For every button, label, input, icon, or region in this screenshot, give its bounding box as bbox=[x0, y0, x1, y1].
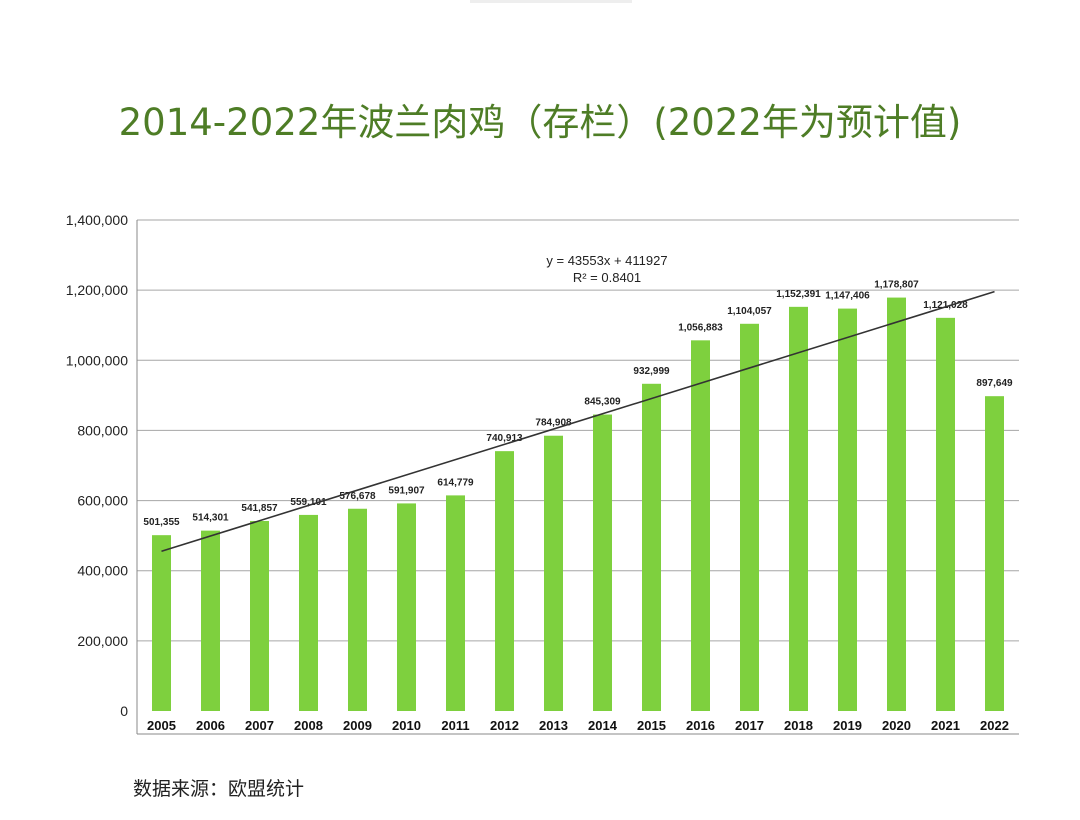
x-tick-label: 2008 bbox=[294, 718, 323, 733]
x-tick-label: 2019 bbox=[833, 718, 862, 733]
x-tick-label: 2009 bbox=[343, 718, 372, 733]
bar bbox=[593, 414, 612, 711]
y-tick-label: 1,200,000 bbox=[66, 282, 128, 298]
x-tick-label: 2015 bbox=[637, 718, 666, 733]
x-tick-label: 2012 bbox=[490, 718, 519, 733]
bar bbox=[544, 435, 563, 711]
bar-data-label: 501,355 bbox=[143, 517, 180, 528]
bar bbox=[985, 396, 1004, 711]
x-tick-label: 2013 bbox=[539, 718, 568, 733]
bar-data-label: 576,678 bbox=[339, 491, 376, 502]
trendline-r-squared: R² = 0.8401 bbox=[573, 270, 641, 285]
x-tick-label: 2006 bbox=[196, 718, 225, 733]
x-tick-label: 2007 bbox=[245, 718, 274, 733]
x-tick-label: 2011 bbox=[441, 718, 469, 733]
y-tick-label: 400,000 bbox=[77, 563, 128, 579]
x-tick-label: 2020 bbox=[882, 718, 911, 733]
y-tick-label: 600,000 bbox=[77, 493, 128, 509]
bar bbox=[838, 308, 857, 711]
bar-data-label: 559,101 bbox=[290, 497, 327, 508]
bar bbox=[201, 530, 220, 711]
bar-data-label: 541,857 bbox=[241, 503, 278, 514]
bar-data-label: 1,104,057 bbox=[727, 306, 772, 317]
x-tick-label: 2022 bbox=[980, 718, 1009, 733]
y-tick-label: 0 bbox=[120, 703, 128, 719]
chart-title: 2014-2022年波兰肉鸡（存栏）(2022年为预计值) bbox=[118, 101, 962, 144]
bar bbox=[348, 508, 367, 711]
x-tick-label: 2017 bbox=[735, 718, 764, 733]
bar-data-label: 897,649 bbox=[976, 378, 1013, 389]
y-tick-label: 1,400,000 bbox=[66, 212, 128, 228]
bar-data-label: 614,779 bbox=[437, 477, 474, 488]
top-divider bbox=[470, 0, 632, 3]
trendline-equation: y = 43553x + 411927 bbox=[546, 253, 667, 268]
bar-data-label: 1,056,883 bbox=[678, 322, 723, 333]
x-tick-label: 2014 bbox=[588, 718, 618, 733]
x-tick-label: 2010 bbox=[392, 718, 421, 733]
bar-data-label: 845,309 bbox=[584, 397, 621, 408]
y-tick-label: 800,000 bbox=[77, 422, 128, 438]
x-tick-label: 2018 bbox=[784, 718, 813, 733]
bar-data-label: 1,178,807 bbox=[874, 280, 919, 291]
bar-data-label: 784,908 bbox=[535, 418, 572, 429]
bar bbox=[152, 535, 171, 711]
data-source-note: 数据来源：欧盟统计 bbox=[133, 778, 305, 800]
bar bbox=[887, 297, 906, 711]
bar-data-label: 1,147,406 bbox=[825, 291, 870, 302]
bar bbox=[642, 383, 661, 711]
bar bbox=[691, 340, 710, 711]
bar-data-label: 514,301 bbox=[192, 513, 229, 524]
bar bbox=[299, 514, 318, 711]
x-tick-label: 2005 bbox=[147, 718, 176, 733]
bar-data-label: 591,907 bbox=[388, 485, 425, 496]
bar-data-label: 1,121,028 bbox=[923, 300, 968, 311]
bar-data-label: 932,999 bbox=[633, 366, 670, 377]
bar bbox=[495, 451, 514, 711]
bar bbox=[740, 323, 759, 711]
x-tick-label: 2016 bbox=[686, 718, 715, 733]
bar bbox=[789, 306, 808, 711]
y-tick-label: 200,000 bbox=[77, 633, 128, 649]
x-tick-label: 2021 bbox=[931, 718, 960, 733]
bar bbox=[936, 317, 955, 711]
bar-data-label: 1,152,391 bbox=[776, 289, 821, 300]
bar bbox=[446, 495, 465, 711]
bar bbox=[397, 503, 416, 711]
bar-data-label: 740,913 bbox=[486, 433, 523, 444]
trendline bbox=[161, 290, 995, 553]
bar bbox=[250, 520, 269, 711]
y-tick-label: 1,000,000 bbox=[66, 352, 128, 368]
